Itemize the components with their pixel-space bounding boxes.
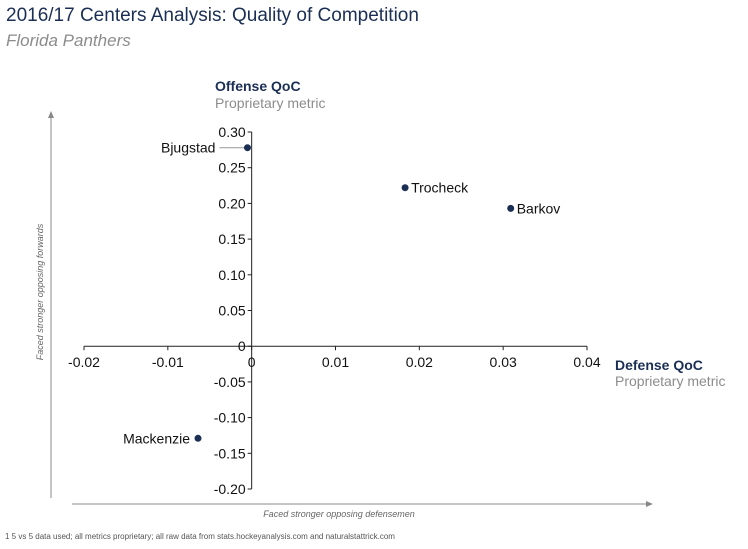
y-axis-title: Offense QoC <box>215 78 301 94</box>
page-title: 2016/17 Centers Analysis: Quality of Com… <box>6 5 419 26</box>
y-tick-label: -0.15 <box>214 445 246 461</box>
y-tick-label: -0.20 <box>214 481 246 497</box>
y-tick-label: 0.05 <box>218 303 245 319</box>
x-axis-title: Defense QoC <box>615 357 703 373</box>
x-tick-label: -0.01 <box>152 354 184 370</box>
x-tick-label: 0.01 <box>322 354 349 370</box>
data-point-barkov <box>507 204 515 212</box>
y-tick-label: 0.20 <box>218 195 245 211</box>
page-subtitle: Florida Panthers <box>6 31 131 50</box>
point-label: Trocheck <box>411 180 469 196</box>
y-tick-label: 0.15 <box>218 231 245 247</box>
y-tick-label: 0.10 <box>218 267 245 283</box>
y-axis-subtitle: Proprietary metric <box>215 95 325 111</box>
x-axis-subtitle: Proprietary metric <box>615 373 725 389</box>
point-label: Barkov <box>517 200 561 216</box>
y-tick-label: -0.10 <box>214 410 246 426</box>
data-point-bjugstad <box>243 144 251 152</box>
x-ticks: -0.02 -0.01 0 0.01 0.02 0.03 0.04 <box>68 346 601 370</box>
y-tick-label: 0.25 <box>218 160 245 176</box>
y-tick-label: 0 <box>238 338 246 354</box>
data-point-mackenzie <box>194 434 202 442</box>
x-guide-label: Faced stronger opposing defensemen <box>263 509 415 519</box>
x-tick-label: 0.04 <box>573 354 600 370</box>
y-guide-label: Faced stronger opposing forwards <box>35 223 45 360</box>
y-tick-label: 0.30 <box>218 124 245 140</box>
footnote: 1 5 vs 5 data used; all metrics propriet… <box>5 532 395 541</box>
point-label: Bjugstad <box>161 140 215 156</box>
x-tick-label: 0.02 <box>406 354 433 370</box>
data-points: Bjugstad Trocheck Barkov Mackenzie <box>123 140 560 447</box>
x-tick-label: 0.03 <box>490 354 517 370</box>
point-label: Mackenzie <box>123 430 190 446</box>
y-ticks: 0.30 0.25 0.20 0.15 0.10 0.05 0 -0.05 -0.10 -0.15… <box>214 124 252 497</box>
y-tick-label: -0.05 <box>214 374 246 390</box>
x-tick-label: -0.02 <box>68 354 100 370</box>
x-tick-label: 0 <box>248 354 256 370</box>
data-point-trocheck <box>401 184 409 192</box>
